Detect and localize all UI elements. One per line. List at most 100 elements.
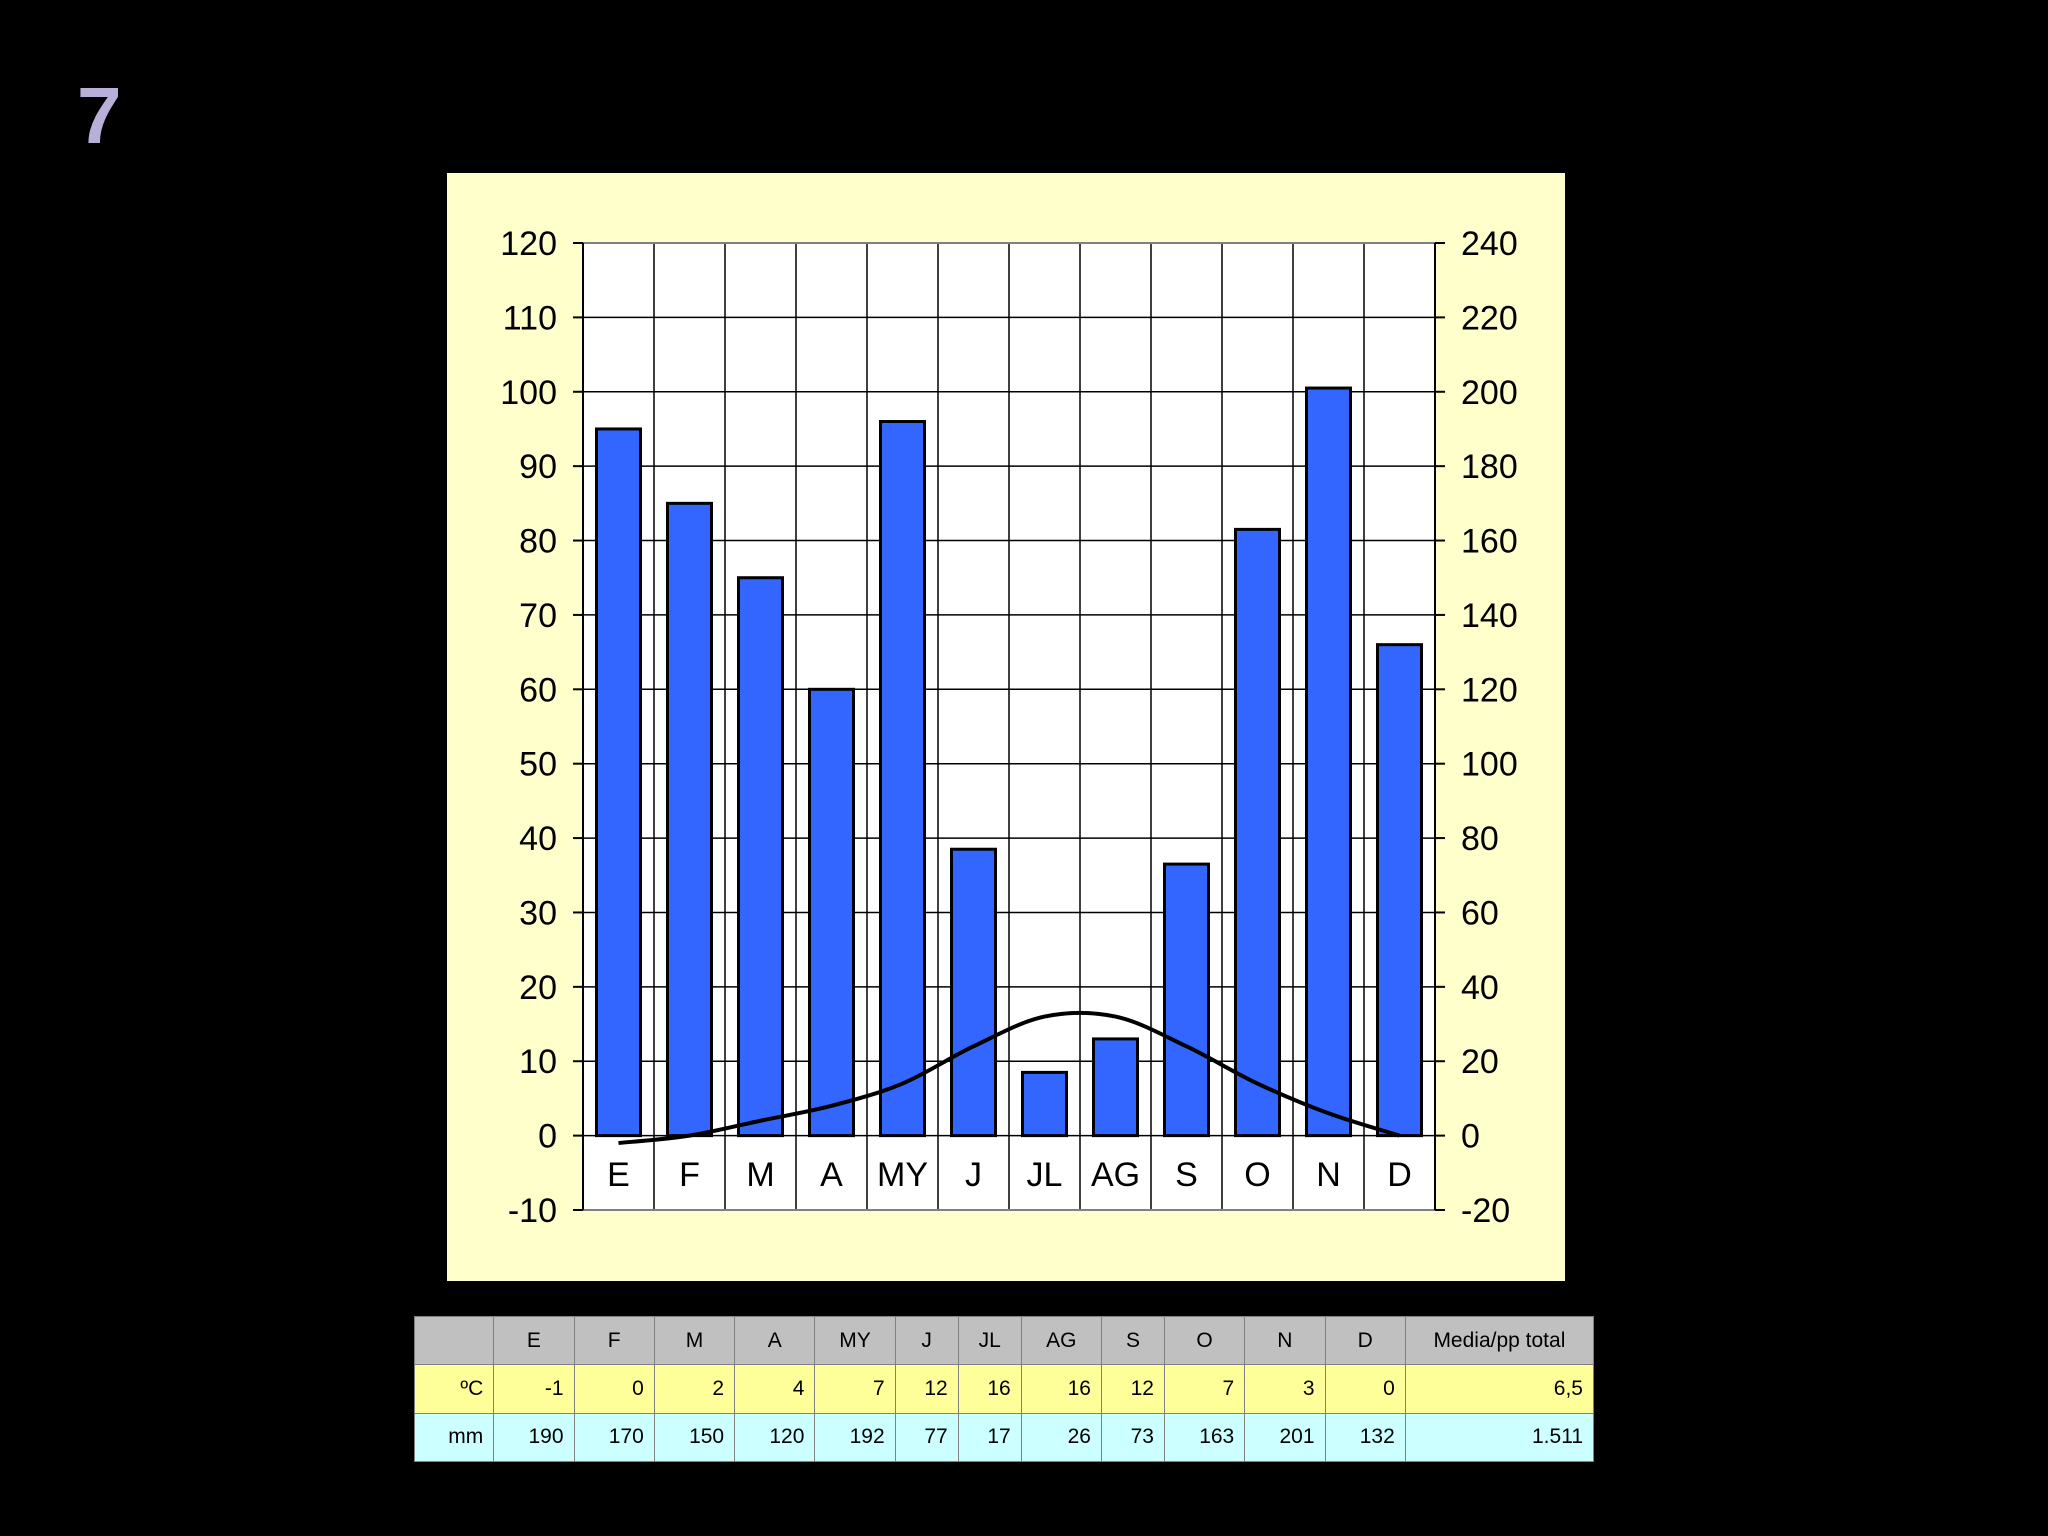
table-header-cell: A	[734, 1315, 816, 1366]
table-cell: 12	[894, 1364, 959, 1414]
category-label-S: S	[1175, 1156, 1198, 1194]
right-tick-label: 60	[1461, 894, 1499, 932]
bar-JL	[1021, 1070, 1068, 1138]
climate-data-table: E F M A MY J JL AG S O N D Media/pp total ºC -1 0 2 4 7 12 1…	[413, 1315, 1595, 1463]
table-cell: 4	[734, 1364, 816, 1414]
right-tick-label: 140	[1461, 597, 1518, 635]
left-tick-label: 90	[519, 448, 557, 486]
table-cell: 16	[957, 1364, 1022, 1414]
table-cell: -1	[493, 1364, 575, 1414]
category-label-D: D	[1387, 1156, 1412, 1194]
table-cell: 3	[1244, 1364, 1326, 1414]
temperature-line	[618, 1010, 1401, 1146]
table-cell: 77	[894, 1412, 959, 1463]
row-label: ºC	[413, 1364, 495, 1414]
bar-E	[595, 427, 642, 1138]
row-total-cell: 1.511	[1404, 1412, 1595, 1463]
table-cell: 192	[814, 1412, 896, 1463]
bar-D	[1376, 643, 1423, 1138]
table-header-cell	[413, 1315, 495, 1366]
right-tick-label: -20	[1461, 1192, 1510, 1230]
right-tick-label: 80	[1461, 820, 1499, 858]
right-tick-label: 0	[1461, 1118, 1480, 1156]
table-header-cell: N	[1244, 1315, 1326, 1366]
table-header-row: E F M A MY J JL AG S O N D Media/pp total	[413, 1315, 1595, 1366]
left-tick-label: 40	[519, 820, 557, 858]
category-label-JL: JL	[1027, 1156, 1063, 1194]
left-tick-label: 60	[519, 671, 557, 709]
table-header-cell: S	[1100, 1315, 1165, 1366]
bar-J	[950, 847, 997, 1138]
table-cell: 0	[573, 1364, 655, 1414]
left-tick-label: 100	[500, 374, 557, 412]
bar-MY	[879, 420, 926, 1138]
table-cell: 16	[1020, 1364, 1102, 1414]
table-cell: 2	[653, 1364, 736, 1414]
left-tick-label: 110	[503, 299, 557, 337]
climograph-chart: E F M A MY J JL AG S O N D 120110100908070605040302…	[500, 225, 1518, 1230]
bar-S	[1163, 862, 1210, 1138]
bar-M	[737, 576, 784, 1138]
table-cell: 163	[1163, 1412, 1246, 1463]
bar-AG	[1092, 1037, 1139, 1138]
table-header-cell: J	[894, 1315, 959, 1366]
left-tick-label: 20	[519, 969, 557, 1007]
category-label-J: J	[965, 1156, 982, 1194]
table-cell: 201	[1244, 1412, 1326, 1463]
category-label-N: N	[1316, 1156, 1341, 1194]
right-tick-label: 40	[1461, 969, 1499, 1007]
right-tick-label: 220	[1461, 299, 1518, 337]
left-tick-label: 10	[519, 1043, 557, 1081]
table-cell: 150	[653, 1412, 736, 1463]
category-label-AG: AG	[1091, 1156, 1140, 1194]
left-tick-label: 80	[519, 523, 557, 561]
left-tick-label: 70	[519, 597, 557, 635]
category-label-O: O	[1244, 1156, 1270, 1194]
right-tick-label: 240	[1461, 225, 1518, 263]
table-cell: 17	[957, 1412, 1022, 1463]
temperature-row: ºC -1 0 2 4 7 12 16 16 12 7 3 0 6,5	[413, 1364, 1595, 1414]
row-label: mm	[413, 1412, 495, 1463]
left-tick-label: 120	[500, 225, 557, 263]
right-tick-label: 180	[1461, 448, 1518, 486]
row-total-cell: 6,5	[1404, 1364, 1595, 1414]
table-header-cell: F	[573, 1315, 655, 1366]
table-cell: 190	[493, 1412, 575, 1463]
table-header-cell: AG	[1020, 1315, 1102, 1366]
table-cell: 73	[1100, 1412, 1165, 1463]
bar-F	[666, 501, 713, 1138]
bar-O	[1234, 527, 1281, 1138]
table-header-cell: D	[1324, 1315, 1406, 1366]
left-tick-label: 30	[519, 894, 557, 932]
precipitation-row: mm 190 170 150 120 192 77 17 26 73 163 201 132 1.511	[413, 1412, 1595, 1463]
category-label-A: A	[820, 1156, 843, 1194]
table-header-cell: E	[493, 1315, 575, 1366]
table-cell: 132	[1324, 1412, 1406, 1463]
right-tick-label: 20	[1461, 1043, 1499, 1081]
category-label-MY: MY	[877, 1156, 928, 1194]
category-label-F: F	[679, 1156, 700, 1194]
bar-A	[808, 687, 855, 1138]
table-cell: 7	[1163, 1364, 1246, 1414]
category-label-M: M	[746, 1156, 774, 1194]
right-tick-label: 120	[1461, 671, 1518, 709]
left-tick-label: 50	[519, 746, 557, 784]
table-cell: 7	[814, 1364, 896, 1414]
left-tick-label: -10	[508, 1192, 557, 1230]
table-cell: 0	[1324, 1364, 1406, 1414]
table-header-cell: O	[1163, 1315, 1246, 1366]
right-tick-label: 200	[1461, 374, 1518, 412]
table-header-cell: JL	[957, 1315, 1022, 1366]
climate-chart-panel: E F M A MY J JL AG S O N D 120 110 100 90 80 70 60 50 40 30 2…	[447, 173, 1565, 1281]
table-cell: 26	[1020, 1412, 1102, 1463]
table-header-cell: Media/pp total	[1404, 1315, 1595, 1366]
table-cell: 120	[734, 1412, 816, 1463]
left-tick-label: 0	[538, 1118, 557, 1156]
table-cell: 170	[573, 1412, 655, 1463]
right-tick-label: 100	[1461, 746, 1518, 784]
category-label-E: E	[607, 1156, 630, 1194]
table-header-cell: MY	[814, 1315, 896, 1366]
table-header-cell: M	[653, 1315, 736, 1366]
bar-N	[1305, 386, 1352, 1138]
slide-number: 7	[77, 71, 122, 160]
